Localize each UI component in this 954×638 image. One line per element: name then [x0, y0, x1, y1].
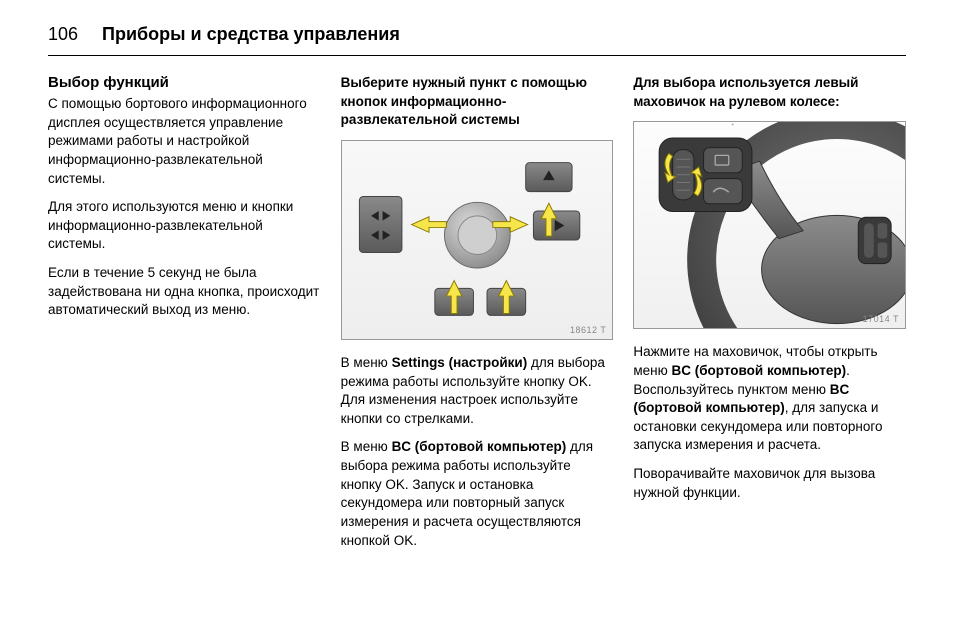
- column-1: Выбор функций С помощью бортового информ…: [48, 74, 321, 560]
- content-columns: Выбор функций С помощью бортового информ…: [48, 74, 906, 560]
- figure-steering-wheel: 17014 T: [633, 121, 906, 329]
- page-header: 106 Приборы и средства управления: [48, 24, 906, 56]
- col1-p3: Если в течение 5 секунд не была задейств…: [48, 264, 321, 320]
- console-buttons-illustration: [342, 141, 613, 339]
- col3-p1: Нажмите на маховичок, чтобы от­крыть мен…: [633, 343, 906, 455]
- text: для выбора режима работы ис­пользуйте кн…: [341, 439, 593, 547]
- chapter-title: Приборы и средства управления: [102, 24, 400, 45]
- col2-heading: Выберите нужный пункт с помощью кнопок и…: [341, 74, 614, 130]
- text: В меню: [341, 439, 392, 454]
- page-number: 106: [48, 24, 78, 45]
- section-title: Выбор функций: [48, 74, 321, 91]
- col2-p1: В меню Settings (настройки) для выбора р…: [341, 354, 614, 429]
- figure-console-buttons: 18612 T: [341, 140, 614, 340]
- manual-page: 106 Приборы и средства управления Выбор …: [0, 0, 954, 584]
- bold-text: Settings (настройки): [392, 355, 528, 370]
- column-2: Выберите нужный пункт с помощью кнопок и…: [341, 74, 614, 560]
- bold-text: BC (бортовой компьютер): [671, 363, 846, 378]
- col1-p2: Для этого используются меню и кнопки инф…: [48, 198, 321, 254]
- col2-p2: В меню BC (бортовой компьютер) для выбор…: [341, 438, 614, 550]
- steering-wheel-illustration: [634, 122, 905, 328]
- figure-label: 17014 T: [863, 314, 899, 324]
- col3-p2: Поворачивайте маховичок для вы­зова нужн…: [633, 465, 906, 502]
- bold-text: BC (бортовой компьютер): [392, 439, 567, 454]
- figure-label: 18612 T: [570, 325, 606, 335]
- col3-heading: Для выбора используется левый маховичок …: [633, 74, 906, 111]
- text: В меню: [341, 355, 392, 370]
- column-3: Для выбора используется левый маховичок …: [633, 74, 906, 560]
- col1-p1: С помощью бортового информа­ционного дис…: [48, 95, 321, 188]
